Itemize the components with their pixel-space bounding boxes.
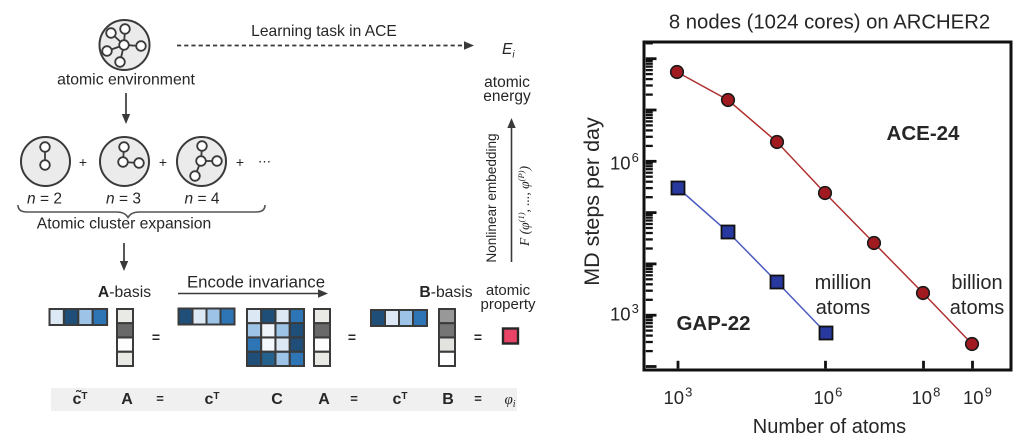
svg-text:ACE-24: ACE-24 [887, 122, 961, 145]
svg-text:+: + [79, 154, 87, 170]
svg-text:n = 4: n = 4 [185, 191, 220, 208]
svg-text:F (φ(1), ..., φ(P)): F (φ(1), ..., φ(P)) [516, 166, 532, 247]
svg-text:atomic environment: atomic environment [57, 72, 195, 89]
svg-text:atomic: atomic [484, 74, 530, 91]
svg-text:GAP-22: GAP-22 [676, 312, 750, 335]
svg-text:Number of atoms: Number of atoms [753, 416, 906, 438]
svg-text:8 nodes (1024 cores) on ARCHER: 8 nodes (1024 cores) on ARCHER2 [669, 12, 990, 34]
svg-text:=: = [474, 391, 482, 406]
svg-text:MD steps per day: MD steps per day [580, 117, 604, 286]
svg-text:n = 2: n = 2 [27, 191, 62, 208]
svg-text:A: A [121, 391, 133, 408]
svg-text:B-basis: B-basis [419, 284, 472, 301]
svg-text:Ei: Ei [502, 41, 515, 61]
svg-text:n = 3: n = 3 [106, 191, 141, 208]
svg-text:Nonlinear embedding: Nonlinear embedding [484, 133, 499, 262]
svg-text:⋯: ⋯ [258, 154, 271, 169]
svg-text:=: = [348, 329, 356, 345]
svg-text:Encode invariance: Encode invariance [187, 273, 325, 292]
svg-text:million: million [815, 272, 872, 294]
svg-text:Atomic cluster expansion: Atomic cluster expansion [37, 216, 211, 233]
svg-text:=: = [156, 391, 164, 406]
svg-text:=: = [152, 329, 160, 345]
svg-text:Learning task in ACE: Learning task in ACE [251, 23, 397, 40]
svg-text:+: + [236, 154, 244, 170]
svg-text:atoms: atoms [950, 297, 1004, 319]
svg-text:A-basis: A-basis [98, 284, 151, 301]
svg-text:=: = [350, 391, 358, 406]
svg-text:A: A [318, 391, 330, 408]
svg-text:φi: φi [504, 392, 515, 410]
svg-text:atomic: atomic [486, 282, 531, 299]
svg-text:B: B [442, 391, 454, 408]
svg-text:+: + [159, 154, 167, 170]
svg-text:billion: billion [951, 272, 1002, 294]
svg-text:C: C [271, 391, 283, 408]
svg-text:energy: energy [483, 88, 531, 105]
svg-text:property: property [480, 296, 536, 313]
svg-text:atoms: atoms [816, 297, 870, 319]
svg-text:=: = [474, 329, 482, 345]
